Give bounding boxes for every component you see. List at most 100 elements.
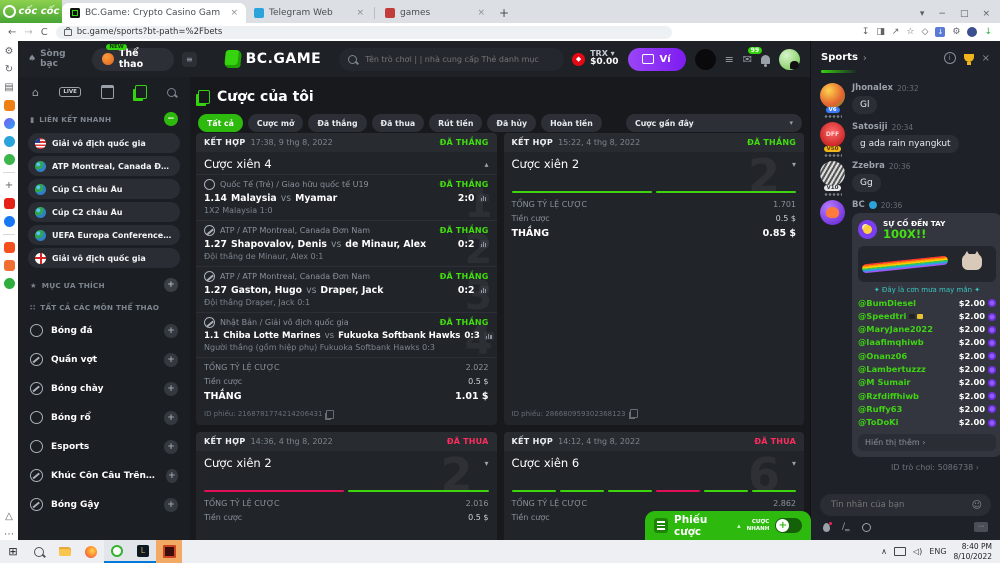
quick-link-item[interactable]: Giải vô địch quốc gia <box>28 133 180 153</box>
mail-icon[interactable]: ✉ 99 <box>743 46 763 66</box>
bet-card[interactable]: KẾT HỢP 14:36, 4 thg 8, 2022 ĐÃ THUA 2 C… <box>196 432 497 540</box>
chat-username[interactable]: Zzebra <box>852 161 885 171</box>
hamburger-menu-icon[interactable]: ≡ <box>182 51 197 67</box>
tab-games[interactable]: games × <box>377 3 493 23</box>
sidebar-item-ice-hockey[interactable]: Khúc Côn Cầu Trên Băng+ <box>18 461 190 490</box>
bc-bot-avatar[interactable] <box>820 200 845 225</box>
bet-name-row[interactable]: Cược xiên 2 ▾ <box>196 451 497 484</box>
sidebar-search-icon[interactable] <box>167 87 176 97</box>
language-indicator[interactable]: ENG <box>929 547 947 556</box>
add-shortcut-icon[interactable]: + <box>4 180 14 191</box>
add-favorite-button[interactable]: + <box>164 278 178 292</box>
tray-chevron-icon[interactable]: ∧ <box>881 547 887 556</box>
user-avatar[interactable]: V6 <box>820 83 845 118</box>
garena-icon[interactable] <box>156 540 182 563</box>
league-of-legends-icon[interactable]: L <box>130 540 156 563</box>
start-button[interactable]: ⊞ <box>8 545 18 558</box>
maximize-button[interactable]: □ <box>959 9 969 19</box>
info-icon[interactable]: i <box>943 52 956 64</box>
close-tab-icon[interactable]: × <box>230 8 238 18</box>
sidebar-item-cricket[interactable]: Bóng Gậy + <box>18 490 190 519</box>
calendar-icon[interactable] <box>101 85 115 99</box>
translate-icon[interactable]: ◨ <box>876 27 885 37</box>
chat-username[interactable]: Satosiji <box>852 122 888 132</box>
tab-bcgame[interactable]: BC.Game: Crypto Casino Gam × <box>62 3 246 23</box>
close-window-button[interactable]: × <box>982 9 990 19</box>
expand-icon[interactable]: ▾ <box>484 458 489 468</box>
zalo-icon[interactable] <box>3 136 15 147</box>
chat-toggle-avatar[interactable] <box>779 48 800 70</box>
close-chat-icon[interactable]: × <box>981 52 990 64</box>
copy-icon[interactable] <box>629 409 638 418</box>
history-icon[interactable]: ↻ <box>4 64 14 75</box>
collapse-icon[interactable]: ▴ <box>484 159 489 169</box>
tiki-icon[interactable] <box>3 260 15 271</box>
expand-icon[interactable]: + <box>164 497 178 512</box>
shopee-icon[interactable] <box>3 242 15 253</box>
filter-cancelled[interactable]: Đã hủy <box>487 114 537 132</box>
facebook-icon[interactable] <box>3 216 15 227</box>
shield-icon[interactable]: ◇ <box>921 27 929 37</box>
quick-link-item[interactable]: Cúp C2 châu Âu <box>28 202 180 222</box>
my-bets-icon[interactable] <box>134 85 147 99</box>
chat-username[interactable]: Jhonalex <box>852 83 894 93</box>
expand-icon[interactable]: + <box>164 410 178 425</box>
live-icon[interactable]: LIVE <box>59 87 81 97</box>
quick-link-item[interactable]: Giải vô địch quốc gia <box>28 248 180 268</box>
tab-search-icon[interactable]: ▾ <box>919 9 925 19</box>
save-page-icon[interactable]: ↧ <box>861 27 870 37</box>
filter-all[interactable]: Tất cả <box>198 114 243 132</box>
emoji-icon[interactable]: ☺ <box>971 499 982 511</box>
sidebar-item-football[interactable]: Bóng đá + <box>18 316 190 345</box>
minimize-button[interactable]: − <box>938 9 946 19</box>
stats-icon[interactable] <box>483 331 494 340</box>
bet-card[interactable]: KẾT HỢP 17:38, 9 thg 8, 2022 ĐÃ THẮNG Cư… <box>196 133 497 425</box>
stats-icon[interactable] <box>478 194 489 202</box>
game-center-icon[interactable] <box>3 154 15 165</box>
downloads-icon[interactable]: ↓ <box>984 27 992 37</box>
quick-bet-toggle[interactable] <box>775 518 803 533</box>
game-search[interactable] <box>339 47 565 71</box>
chat-username[interactable]: BC <box>852 200 865 210</box>
user-avatar[interactable]: V10 <box>820 161 845 196</box>
file-explorer-icon[interactable] <box>52 540 78 563</box>
bcgame-logo[interactable]: BC.GAME <box>223 50 322 68</box>
bookmark-star-icon[interactable]: ☆ <box>906 27 915 37</box>
forward-icon[interactable]: → <box>24 26 33 38</box>
coccoc-logo[interactable]: cốc cốc <box>0 0 62 23</box>
download-extension-icon[interactable]: ↓ <box>935 27 946 37</box>
expand-icon[interactable]: ▾ <box>791 159 796 169</box>
coccoc-taskbar-icon[interactable] <box>104 540 130 563</box>
bell-icon[interactable] <box>761 54 770 67</box>
profile-avatar[interactable] <box>967 27 978 37</box>
gif-keyboard-icon[interactable]: ⋯ <box>974 522 988 532</box>
close-tab-icon[interactable]: × <box>477 8 485 18</box>
expand-icon[interactable]: + <box>164 439 178 454</box>
sidebar-item-tennis[interactable]: Quần vợt + <box>18 345 190 374</box>
filter-cashout[interactable]: Rút tiền <box>429 114 483 132</box>
chat-room-tab[interactable]: Sports <box>821 51 858 73</box>
copy-icon[interactable] <box>326 409 335 419</box>
user-avatar[interactable] <box>694 48 716 70</box>
back-icon[interactable]: ← <box>8 26 17 38</box>
nav-casino[interactable]: ♠ Sòng bạc <box>28 49 84 69</box>
stats-icon[interactable] <box>478 240 489 248</box>
betslip-button[interactable]: Phiếu cược ▴ CƯỢC NHANH <box>645 511 811 540</box>
gif-icon[interactable] <box>861 522 871 532</box>
sort-dropdown[interactable]: Cược gần đây ▾ <box>626 114 802 132</box>
filter-open[interactable]: Cược mở <box>247 114 304 132</box>
filter-lost[interactable]: Đã thua <box>371 114 425 132</box>
firefox-icon[interactable] <box>78 540 104 563</box>
quick-link-item[interactable]: Cúp C1 châu Âu <box>28 179 180 199</box>
expand-icon[interactable]: + <box>165 468 178 483</box>
filter-refund[interactable]: Hoàn tiền <box>541 114 602 132</box>
quick-link-item[interactable]: UEFA Europa Conference League <box>28 225 180 245</box>
taskbar-clock[interactable]: 8:40 PM 8/10/2022 <box>953 542 992 561</box>
more-icon[interactable]: ⋯ <box>4 529 14 540</box>
stats-icon[interactable] <box>478 286 489 294</box>
messenger-icon[interactable] <box>3 118 15 129</box>
chat-message-input[interactable] <box>829 499 966 511</box>
expand-icon[interactable]: ▾ <box>791 458 796 468</box>
bet-card[interactable]: KẾT HỢP 15:22, 4 thg 8, 2022 ĐÃ THẮNG 2 … <box>503 133 804 425</box>
nav-sports[interactable]: NEW Thể thao <box>92 43 175 71</box>
